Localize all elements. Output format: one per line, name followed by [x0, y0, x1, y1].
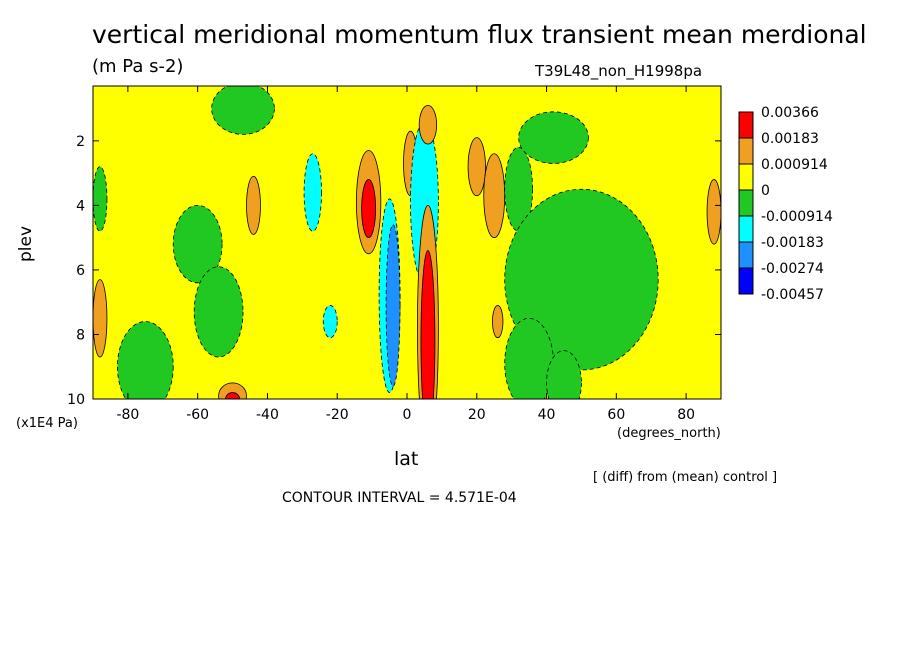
y-tick-label: 4	[76, 198, 85, 214]
x-tick-label: 80	[677, 407, 695, 423]
colorbar-swatch	[738, 267, 754, 295]
contour-region	[93, 166, 108, 232]
x-axis-units: (degrees_north)	[617, 426, 721, 441]
x-tick-label: 0	[403, 407, 412, 423]
x-axis-label: lat	[394, 448, 419, 470]
contour-region	[361, 179, 376, 239]
y-tick-label: 8	[76, 327, 85, 343]
colorbar-label: 0.00183	[761, 131, 819, 147]
colorbar-label: -0.00457	[761, 287, 824, 303]
contour-field	[93, 86, 721, 399]
contour-region	[492, 305, 504, 339]
colorbar-swatch	[738, 163, 754, 191]
contour-region	[385, 224, 401, 387]
contour-region	[467, 137, 486, 197]
colorbar-label: 0.000914	[761, 157, 828, 173]
colorbar-swatch	[738, 241, 754, 269]
contour-region	[322, 305, 338, 339]
colorbar-swatch	[738, 189, 754, 217]
colorbar-label: -0.00274	[761, 261, 824, 277]
y-tick-label: 10	[67, 392, 85, 408]
colorbar-swatch	[738, 137, 754, 165]
contour-region	[172, 204, 223, 284]
x-tick-label: -20	[326, 407, 349, 423]
contour-region	[420, 250, 436, 399]
contour-region	[518, 111, 589, 164]
contour-region	[211, 86, 275, 135]
colorbar-swatch	[738, 111, 754, 139]
contour-region	[303, 153, 322, 232]
contour-region	[117, 321, 174, 399]
colorbar-label: 0.00366	[761, 105, 819, 121]
contour-region	[504, 146, 534, 232]
colorbar: 0.00366 0.00183 0.000914 0 -0.000914 -0.00183…	[738, 105, 833, 303]
contour-region	[546, 350, 582, 399]
x-tick-label: 40	[538, 407, 556, 423]
chart-units: (m Pa s-2)	[92, 56, 184, 77]
x-tick-label: -80	[116, 407, 139, 423]
contour-region	[193, 266, 244, 358]
x-ticks: -80 -60 -40 -20 0 20 40 60 80	[116, 86, 695, 423]
contour-region	[706, 179, 721, 245]
contour-region	[218, 382, 247, 399]
x-tick-label: -60	[186, 407, 209, 423]
chart-title: vertical meridional momentum flux transi…	[92, 20, 867, 49]
colorbar-label: 0	[761, 183, 770, 199]
y-ticks: 2 4 6 8 10	[67, 134, 721, 408]
y-tick-label: 2	[76, 134, 85, 150]
contour-region	[483, 153, 506, 239]
colorbar-swatch	[738, 215, 754, 243]
colorbar-label: -0.000914	[761, 209, 833, 225]
contour-interval: CONTOUR INTERVAL = 4.571E-04	[282, 490, 517, 506]
contour-region	[418, 104, 438, 145]
run-label: T39L48_non_H1998pa	[535, 62, 703, 80]
y-axis-units: (x1E4 Pa)	[16, 416, 78, 431]
x-tick-label: -40	[256, 407, 279, 423]
contour-region	[93, 279, 108, 358]
diff-note: [ (diff) from (mean) control ]	[593, 470, 778, 485]
contour-region	[504, 188, 659, 371]
x-tick-label: 60	[607, 407, 625, 423]
y-tick-label: 6	[76, 263, 85, 279]
colorbar-label: -0.00183	[761, 235, 824, 251]
x-tick-label: 20	[468, 407, 486, 423]
contour-region	[246, 175, 261, 235]
